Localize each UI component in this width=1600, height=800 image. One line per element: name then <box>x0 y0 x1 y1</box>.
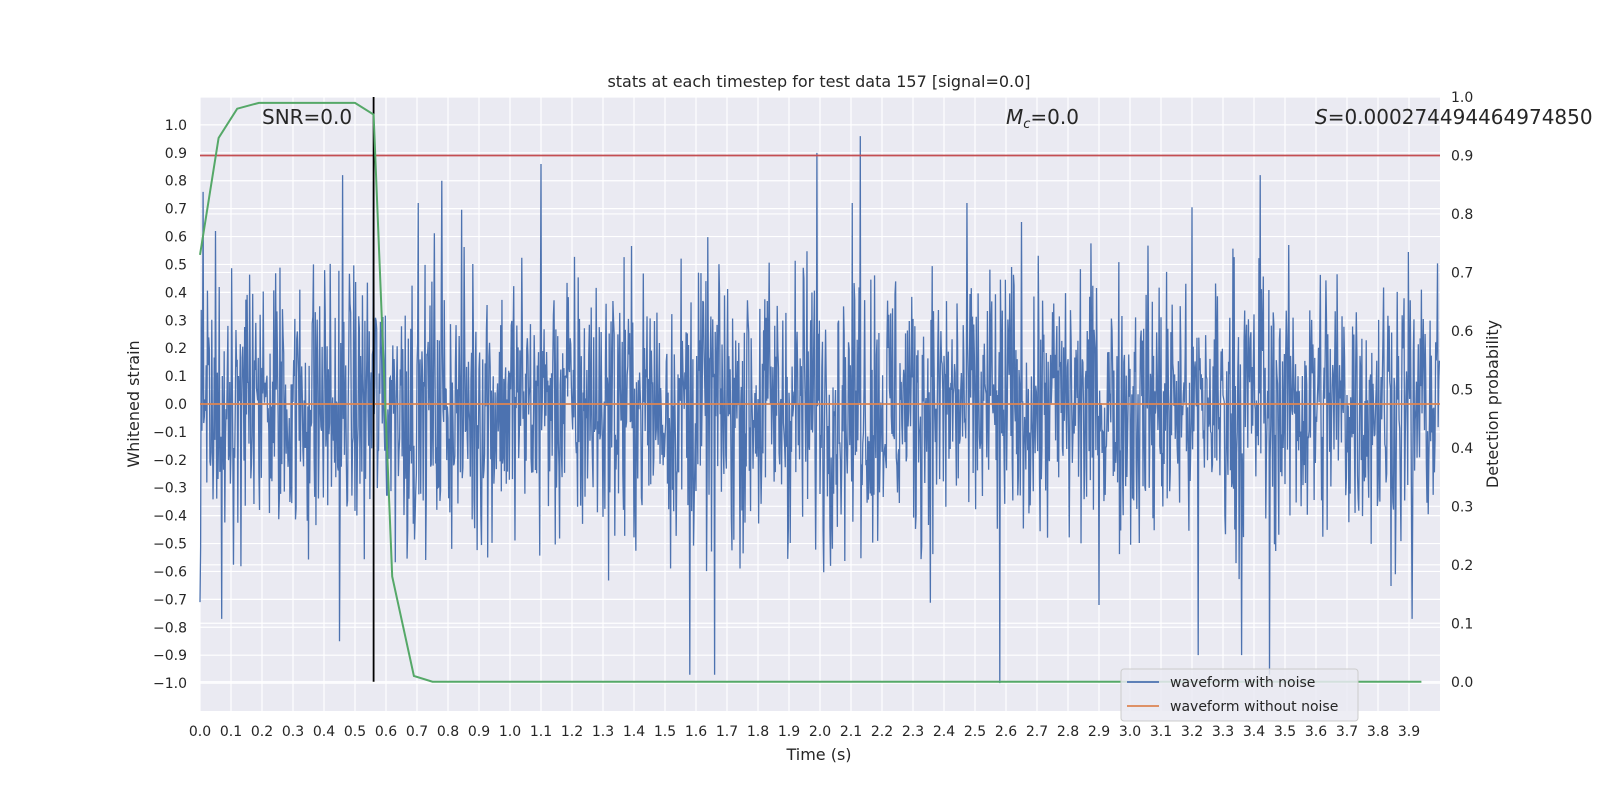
x-tick-labels: 0.0 0.1 0.2 0.3 0.4 0.5 0.6 0.7 0.8 0.9 1.0 1.1 1.2 1… <box>189 724 1420 740</box>
x-tick-label: 2.7 <box>1026 724 1048 740</box>
y2-tick-label: 0.8 <box>1451 207 1473 223</box>
y-tick-label: −0.3 <box>153 481 187 497</box>
y-tick-labels: 1.0 0.9 0.8 0.7 0.6 0.5 0.4 0.3 0.2 0.1 0.0 −0.1 −0.… <box>153 118 187 692</box>
legend: waveform with noise waveform without noi… <box>1120 668 1359 722</box>
y-tick-label: 0.4 <box>165 285 187 301</box>
x-tick-label: 2.1 <box>840 724 862 740</box>
y2-tick-label: 0.9 <box>1451 148 1473 164</box>
y-tick-label: 0.2 <box>165 341 187 357</box>
chart-title: stats at each timestep for test data 157… <box>607 72 1030 91</box>
x-tick-label: 1.7 <box>716 724 738 740</box>
x-tick-label: 0.3 <box>282 724 304 740</box>
x-tick-label: 0.9 <box>468 724 490 740</box>
y2-tick-label: 0.5 <box>1451 382 1473 398</box>
y-axis-label: Whitened strain <box>124 340 143 467</box>
x-tick-label: 3.8 <box>1367 724 1389 740</box>
y2-tick-label: 0.7 <box>1451 265 1473 281</box>
y-tick-label: 0.8 <box>165 174 187 190</box>
x-tick-label: 1.3 <box>592 724 614 740</box>
x-tick-label: 3.3 <box>1212 724 1234 740</box>
x-tick-label: 3.7 <box>1336 724 1358 740</box>
y-tick-label: −0.8 <box>153 620 187 636</box>
x-tick-label: 3.5 <box>1274 724 1296 740</box>
y-tick-label: 0.6 <box>165 230 187 246</box>
chirp-mass-annotation: Mc=0.0 <box>1006 105 1079 132</box>
x-tick-label: 1.9 <box>778 724 800 740</box>
x-tick-label: 0.1 <box>220 724 242 740</box>
y2-tick-label: 0.2 <box>1451 558 1473 574</box>
y-tick-label: 0.3 <box>165 313 187 329</box>
x-tick-label: 0.7 <box>406 724 428 740</box>
x-tick-label: 2.6 <box>995 724 1017 740</box>
y-tick-label: −1.0 <box>153 676 187 692</box>
x-tick-label: 1.0 <box>499 724 521 740</box>
legend-label-noise: waveform with noise <box>1170 675 1315 691</box>
x-tick-label: 0.8 <box>437 724 459 740</box>
series-detection-probability <box>199 101 1422 683</box>
y-tick-label: −0.9 <box>153 648 187 664</box>
x-tick-label: 0.2 <box>251 724 273 740</box>
y2-tick-labels: 1.0 0.9 0.8 0.7 0.6 0.5 0.4 0.3 0.2 0.1 0.0 <box>1451 90 1473 691</box>
x-tick-label: 2.2 <box>871 724 893 740</box>
y-tick-label: 0.9 <box>165 146 187 162</box>
x-tick-label: 2.9 <box>1088 724 1110 740</box>
y-tick-label: −0.1 <box>153 425 187 441</box>
x-tick-label: 3.0 <box>1119 724 1141 740</box>
snr-annotation: SNR=0.0 <box>262 105 352 129</box>
x-tick-label: 2.5 <box>964 724 986 740</box>
x-tick-label: 3.2 <box>1181 724 1203 740</box>
y-tick-label: −0.4 <box>153 509 187 525</box>
y2-tick-label: 0.6 <box>1451 324 1473 340</box>
x-tick-label: 2.0 <box>809 724 831 740</box>
x-tick-label: 3.6 <box>1305 724 1327 740</box>
x-tick-label: 3.1 <box>1150 724 1172 740</box>
x-tick-label: 1.8 <box>747 724 769 740</box>
x-tick-label: 1.2 <box>561 724 583 740</box>
x-tick-label: 1.1 <box>530 724 552 740</box>
score-annotation: S=0.000274494464974850 <box>1315 105 1593 129</box>
y2-tick-label: 0.0 <box>1451 675 1473 691</box>
y-tick-label: −0.2 <box>153 453 187 469</box>
x-tick-label: 0.4 <box>313 724 335 740</box>
y-tick-label: 0.1 <box>165 369 187 385</box>
y-tick-label: −0.6 <box>153 564 187 580</box>
y-tick-label: 1.0 <box>165 118 187 134</box>
legend-box <box>1120 668 1359 722</box>
y2-tick-label: 0.4 <box>1451 441 1473 457</box>
x-tick-label: 0.5 <box>344 724 366 740</box>
noise-trace <box>199 136 1441 684</box>
x-tick-label: 0.0 <box>189 724 211 740</box>
y2-tick-label: 1.0 <box>1451 90 1473 106</box>
y-tick-label: −0.7 <box>153 592 187 608</box>
x-axis-label: Time (s) <box>785 745 851 764</box>
y-tick-label: −0.5 <box>153 537 187 553</box>
x-tick-label: 0.6 <box>375 724 397 740</box>
x-tick-label: 3.4 <box>1243 724 1265 740</box>
y-tick-label: 0.5 <box>165 257 187 273</box>
y-tick-label: 0.7 <box>165 202 187 218</box>
x-tick-label: 1.5 <box>654 724 676 740</box>
x-tick-label: 1.6 <box>685 724 707 740</box>
y2-tick-label: 0.3 <box>1451 499 1473 515</box>
y2-axis-label: Detection probability <box>1483 320 1502 488</box>
y2-tick-label: 0.1 <box>1451 616 1473 632</box>
x-tick-label: 2.4 <box>933 724 955 740</box>
x-tick-label: 2.8 <box>1057 724 1079 740</box>
y-tick-label: 0.0 <box>165 397 187 413</box>
x-tick-label: 1.4 <box>623 724 645 740</box>
x-tick-label: 2.3 <box>902 724 924 740</box>
legend-label-clean: waveform without noise <box>1170 699 1338 715</box>
x-tick-label: 3.9 <box>1398 724 1420 740</box>
series-waveform-with-noise <box>199 136 1441 684</box>
